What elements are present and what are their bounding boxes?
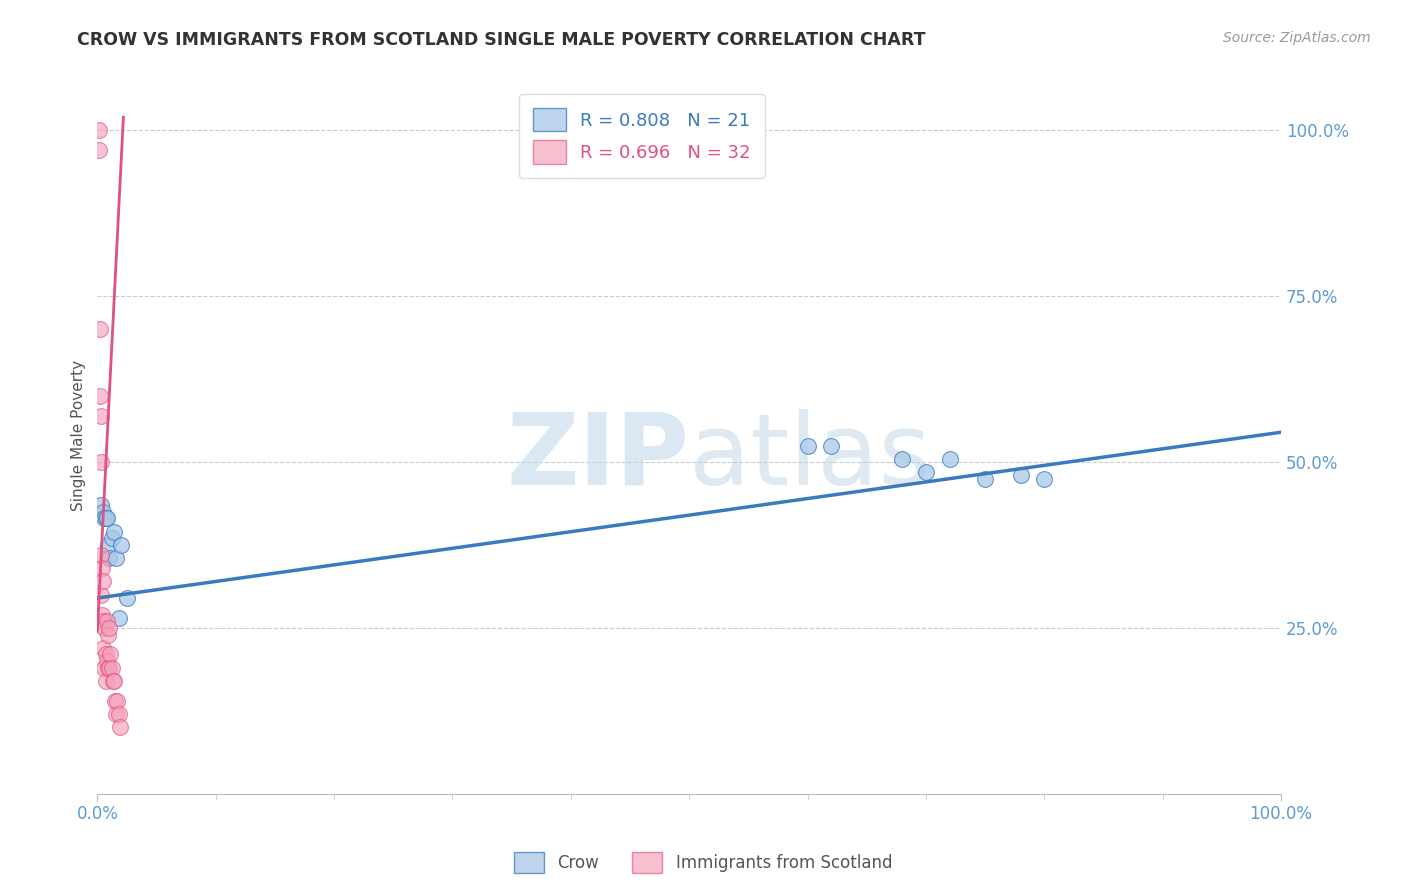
Point — [87, 144, 110, 158]
Point — [915, 465, 938, 479]
Point — [100, 661, 122, 675]
Point — [98, 661, 121, 675]
Point — [87, 123, 110, 137]
Point — [98, 648, 121, 662]
Point — [97, 627, 120, 641]
Point — [90, 455, 112, 469]
Point — [93, 511, 115, 525]
Point — [93, 621, 115, 635]
Point — [97, 538, 120, 552]
Point — [90, 409, 112, 423]
Point — [91, 640, 114, 655]
Point — [974, 472, 997, 486]
Point — [796, 438, 818, 452]
Point — [91, 607, 114, 622]
Text: CROW VS IMMIGRANTS FROM SCOTLAND SINGLE MALE POVERTY CORRELATION CHART: CROW VS IMMIGRANTS FROM SCOTLAND SINGLE … — [77, 31, 925, 49]
Point — [101, 673, 124, 688]
Point — [105, 551, 128, 566]
Text: atlas: atlas — [689, 409, 931, 506]
Point — [89, 322, 111, 336]
Legend: R = 0.808   N = 21, R = 0.696   N = 32: R = 0.808 N = 21, R = 0.696 N = 32 — [519, 94, 765, 178]
Point — [1033, 472, 1056, 486]
Point — [89, 389, 111, 403]
Point — [105, 707, 128, 722]
Text: Source: ZipAtlas.com: Source: ZipAtlas.com — [1223, 31, 1371, 45]
Point — [94, 511, 117, 525]
Point — [98, 551, 121, 566]
Point — [97, 661, 120, 675]
Point — [107, 707, 129, 722]
Point — [91, 614, 114, 628]
Point — [110, 538, 132, 552]
Point — [96, 511, 118, 525]
Point — [96, 614, 118, 628]
Point — [107, 611, 129, 625]
Point — [103, 524, 125, 539]
Text: ZIP: ZIP — [506, 409, 689, 506]
Y-axis label: Single Male Poverty: Single Male Poverty — [72, 360, 86, 511]
Point — [820, 438, 842, 452]
Point — [90, 548, 112, 562]
Point — [938, 451, 960, 466]
Point — [90, 588, 112, 602]
Point — [94, 673, 117, 688]
Point — [115, 591, 138, 605]
Point — [1010, 468, 1032, 483]
Legend: Crow, Immigrants from Scotland: Crow, Immigrants from Scotland — [508, 846, 898, 880]
Point — [90, 498, 112, 512]
Point — [91, 561, 114, 575]
Point — [104, 694, 127, 708]
Point — [108, 720, 131, 734]
Point — [107, 694, 129, 708]
Point — [100, 532, 122, 546]
Point — [94, 648, 117, 662]
Point — [91, 505, 114, 519]
Point — [96, 654, 118, 668]
Point — [103, 673, 125, 688]
Point — [98, 621, 121, 635]
Point — [91, 574, 114, 589]
Point — [891, 451, 914, 466]
Point — [93, 661, 115, 675]
